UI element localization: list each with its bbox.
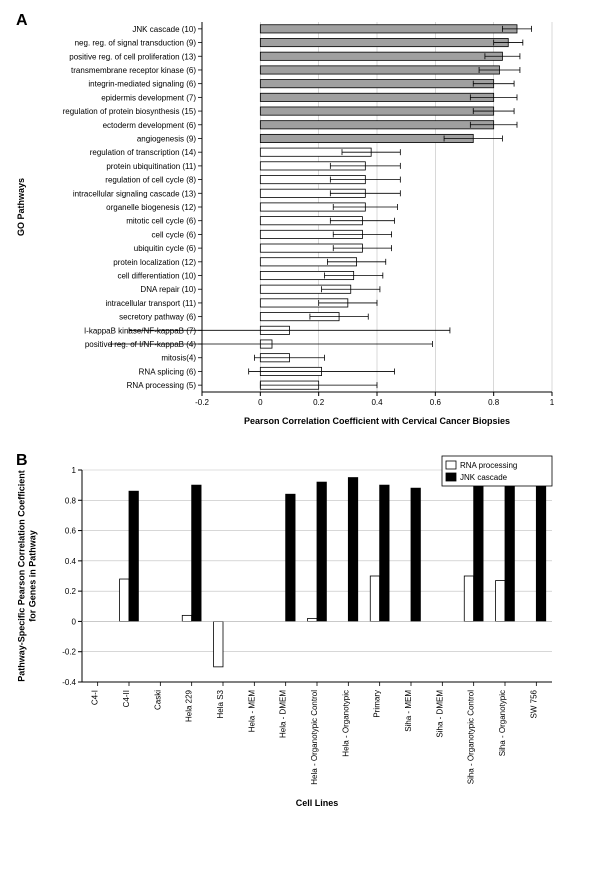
bar-b bbox=[129, 491, 138, 621]
bar-a bbox=[260, 80, 493, 88]
svg-text:-0.2: -0.2 bbox=[62, 648, 76, 657]
svg-text:0.8: 0.8 bbox=[488, 398, 500, 407]
svg-text:-0.4: -0.4 bbox=[62, 678, 76, 687]
bar-b bbox=[348, 478, 357, 622]
panel-b-container: B -0.4 -0.2 0 0.2 0.4 0.6 0.8 1 C4-I C4-II Caski He… bbox=[12, 452, 588, 812]
panel-a-container: A -0.2 0 0.2 0.4 0.6 0.8 1 JNK cascade (10) neg.… bbox=[12, 12, 588, 432]
pathway-label: angiogenesis (9) bbox=[137, 134, 196, 143]
pathway-label: transmembrane receptor kinase (6) bbox=[71, 66, 196, 75]
panel-a-label: A bbox=[16, 12, 28, 30]
svg-text:for Genes in Pathway: for Genes in Pathway bbox=[28, 530, 38, 622]
bar-b bbox=[380, 485, 389, 621]
cellline-label: Primary bbox=[373, 690, 382, 718]
pathway-label: I-kappaB kinase/NF-kappaB (7) bbox=[84, 326, 196, 335]
pathway-label: ubiquitin cycle (6) bbox=[134, 244, 197, 253]
pathway-label: ectoderm development (6) bbox=[103, 121, 197, 130]
cellline-label: Hela S3 bbox=[216, 689, 225, 718]
pathway-label: integrin-mediated signaling (6) bbox=[88, 80, 196, 89]
pathway-label: positive reg. of I/NF-kappaB (4) bbox=[85, 340, 196, 349]
bar-a bbox=[260, 25, 517, 33]
bar-a bbox=[260, 121, 493, 129]
svg-text:Pathway-Specific Pearson Corre: Pathway-Specific Pearson Correlation Coe… bbox=[17, 470, 27, 682]
bar-b bbox=[505, 481, 514, 622]
cellline-label: SW 756 bbox=[529, 689, 538, 718]
bar-a bbox=[260, 66, 499, 74]
bar-a bbox=[260, 134, 473, 142]
cellline-label: C4-I bbox=[91, 690, 100, 705]
bar-b bbox=[370, 576, 379, 621]
svg-text:0.8: 0.8 bbox=[65, 496, 77, 505]
svg-text:0.6: 0.6 bbox=[430, 398, 442, 407]
pathway-label: mitosis(4) bbox=[161, 354, 196, 363]
chart-b-ylabel: Pathway-Specific Pearson Correlation Coe… bbox=[17, 470, 38, 682]
svg-text:0.4: 0.4 bbox=[371, 398, 383, 407]
cellline-label: Hela - MEM bbox=[247, 690, 256, 733]
svg-text:1: 1 bbox=[72, 466, 77, 475]
bar-b bbox=[496, 581, 505, 622]
cellline-label: Siha - Organotypic bbox=[498, 690, 507, 756]
svg-text:0: 0 bbox=[258, 398, 263, 407]
cellline-label: Siha - Organotypic Control bbox=[467, 690, 476, 784]
bar-b bbox=[214, 621, 223, 666]
pathway-label: mitotic cell cycle (6) bbox=[126, 217, 196, 226]
chart-a: -0.2 0 0.2 0.4 0.6 0.8 1 JNK cascade (10) neg. r… bbox=[12, 12, 572, 432]
pathway-label: epidermis development (7) bbox=[101, 93, 196, 102]
pathway-label: intracellular signaling cascade (13) bbox=[73, 189, 197, 198]
chart-a-ylabel: GO Pathways bbox=[16, 178, 26, 236]
chart-b-legend: RNA processing JNK cascade bbox=[442, 456, 552, 486]
chart-b-xlabel: Cell Lines bbox=[296, 798, 339, 808]
cellline-label: Hela - Organotypic bbox=[341, 690, 350, 757]
bar-b bbox=[182, 615, 191, 621]
bar-b bbox=[464, 576, 473, 621]
pathway-label: JNK cascade (10) bbox=[132, 25, 196, 34]
pathway-label: DNA repair (10) bbox=[140, 285, 196, 294]
bar-a bbox=[260, 38, 508, 46]
pathway-label: intracellular transport (11) bbox=[105, 299, 196, 308]
svg-text:0: 0 bbox=[72, 617, 77, 626]
bar-b bbox=[286, 494, 295, 621]
bar-b bbox=[411, 488, 420, 621]
bar-b bbox=[308, 618, 317, 621]
svg-text:JNK cascade: JNK cascade bbox=[460, 473, 508, 482]
svg-text:1: 1 bbox=[550, 398, 555, 407]
cellline-label: Caski bbox=[153, 690, 162, 710]
bar-b bbox=[536, 482, 545, 621]
pathway-label: protein localization (12) bbox=[113, 258, 196, 267]
pathway-label: protein ubiquitination (11) bbox=[106, 162, 196, 171]
svg-text:0.2: 0.2 bbox=[313, 398, 325, 407]
cellline-label: Siha - MEM bbox=[404, 690, 413, 732]
pathway-label: neg. reg. of signal transduction (9) bbox=[75, 39, 197, 48]
svg-text:0.4: 0.4 bbox=[65, 557, 77, 566]
bar-b bbox=[474, 482, 483, 621]
cellline-label: Hela - Organotypic Control bbox=[310, 690, 319, 785]
svg-text:-0.2: -0.2 bbox=[195, 398, 209, 407]
pathway-label: regulation of protein biosynthesis (15) bbox=[63, 107, 197, 116]
svg-text:RNA processing: RNA processing bbox=[460, 461, 517, 470]
svg-text:0.2: 0.2 bbox=[65, 587, 77, 596]
bar-a bbox=[260, 107, 493, 115]
pathway-label: RNA splicing (6) bbox=[139, 367, 197, 376]
pathway-label: organelle biogenesis (12) bbox=[106, 203, 196, 212]
cellline-label: Hela - DMEM bbox=[279, 690, 288, 738]
cellline-label: C4-II bbox=[122, 690, 131, 707]
chart-a-xlabel: Pearson Correlation Coefficient with Cer… bbox=[244, 416, 510, 426]
pathway-label: cell differentiation (10) bbox=[117, 272, 196, 281]
pathway-label: regulation of transcription (14) bbox=[90, 148, 197, 157]
svg-text:0.6: 0.6 bbox=[65, 527, 77, 536]
bar-b bbox=[120, 579, 129, 621]
bar-a bbox=[260, 52, 502, 60]
pathway-label: regulation of cell cycle (8) bbox=[105, 176, 196, 185]
panel-b-label: B bbox=[16, 452, 28, 470]
pathway-label: positive reg. of cell proliferation (13) bbox=[69, 52, 196, 61]
pathway-label: cell cycle (6) bbox=[152, 230, 197, 239]
bar-b bbox=[317, 482, 326, 621]
bar-b bbox=[192, 485, 201, 621]
cellline-label: Hela 229 bbox=[185, 689, 194, 722]
cellline-label: Siha - DMEM bbox=[435, 690, 444, 738]
pathway-label: secretory pathway (6) bbox=[119, 313, 196, 322]
bar-a bbox=[260, 93, 493, 101]
chart-b: -0.4 -0.2 0 0.2 0.4 0.6 0.8 1 C4-I C4-II Caski Hela… bbox=[12, 452, 572, 812]
pathway-label: RNA processing (5) bbox=[127, 381, 197, 390]
